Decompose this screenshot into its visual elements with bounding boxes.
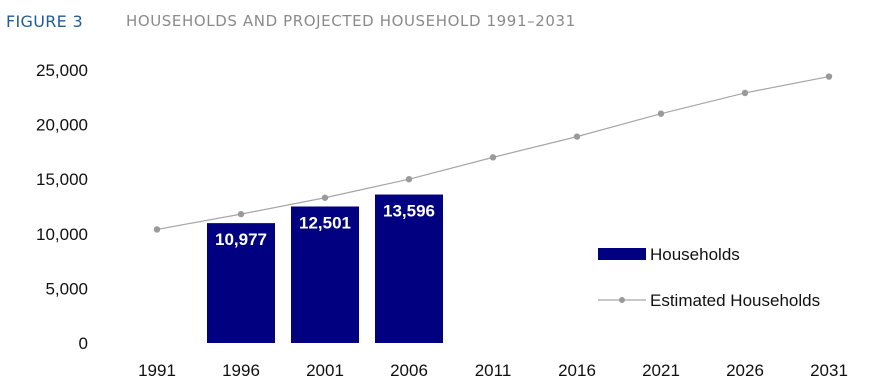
line-point	[741, 89, 749, 97]
y-tick-label: 10,000	[36, 225, 88, 244]
figure-header: FIGURE 3 HOUSEHOLDS AND PROJECTED HOUSEH…	[6, 6, 576, 36]
y-tick-label: 0	[79, 334, 88, 353]
line-series	[153, 73, 833, 233]
legend-label-households: Households	[650, 245, 740, 264]
line-point	[657, 110, 665, 117]
y-tick-label: 20,000	[36, 116, 88, 135]
line-point	[405, 176, 413, 183]
figure-title: HOUSEHOLDS AND PROJECTED HOUSEHOLD 1991–…	[125, 12, 576, 30]
x-tick-label: 2031	[810, 361, 848, 380]
line-point	[321, 194, 329, 201]
y-tick-label: 25,000	[36, 61, 88, 80]
line-point	[153, 226, 161, 233]
legend: Households Estimated Households	[598, 245, 820, 310]
line-point	[573, 133, 581, 140]
line-point	[825, 73, 833, 80]
figure-label: FIGURE 3	[6, 11, 83, 31]
legend-marker-estimated	[619, 297, 625, 303]
legend-swatch-households	[598, 248, 646, 260]
bar-series: 10,977 12,501 13,596	[207, 194, 443, 343]
bar	[207, 223, 275, 343]
y-tick-label: 5,000	[45, 279, 88, 298]
x-axis-tick-labels: 1991 1996 2001 2006 2011 2016 2021 2026 2031	[138, 361, 848, 380]
line-point	[489, 154, 497, 161]
bar-data-label: 13,596	[383, 202, 435, 221]
bar-data-label: 10,977	[215, 230, 267, 249]
x-tick-label: 2021	[642, 361, 680, 380]
estimated-households-line	[156, 75, 830, 231]
x-tick-label: 2026	[726, 361, 764, 380]
x-tick-label: 1991	[138, 361, 176, 380]
x-tick-label: 2006	[390, 361, 428, 380]
bar-data-label: 12,501	[299, 213, 351, 232]
line-point	[237, 210, 245, 218]
bar	[375, 194, 443, 343]
y-axis-tick-labels: 0 5,000 10,000 15,000 20,000 25,000	[36, 61, 88, 353]
y-tick-label: 15,000	[36, 170, 88, 189]
x-tick-label: 1996	[222, 361, 260, 380]
legend-label-estimated: Estimated Households	[650, 291, 820, 310]
x-tick-label: 2016	[558, 361, 596, 380]
bar	[291, 206, 359, 343]
x-tick-label: 2011	[475, 361, 512, 380]
x-tick-label: 2001	[306, 361, 344, 380]
